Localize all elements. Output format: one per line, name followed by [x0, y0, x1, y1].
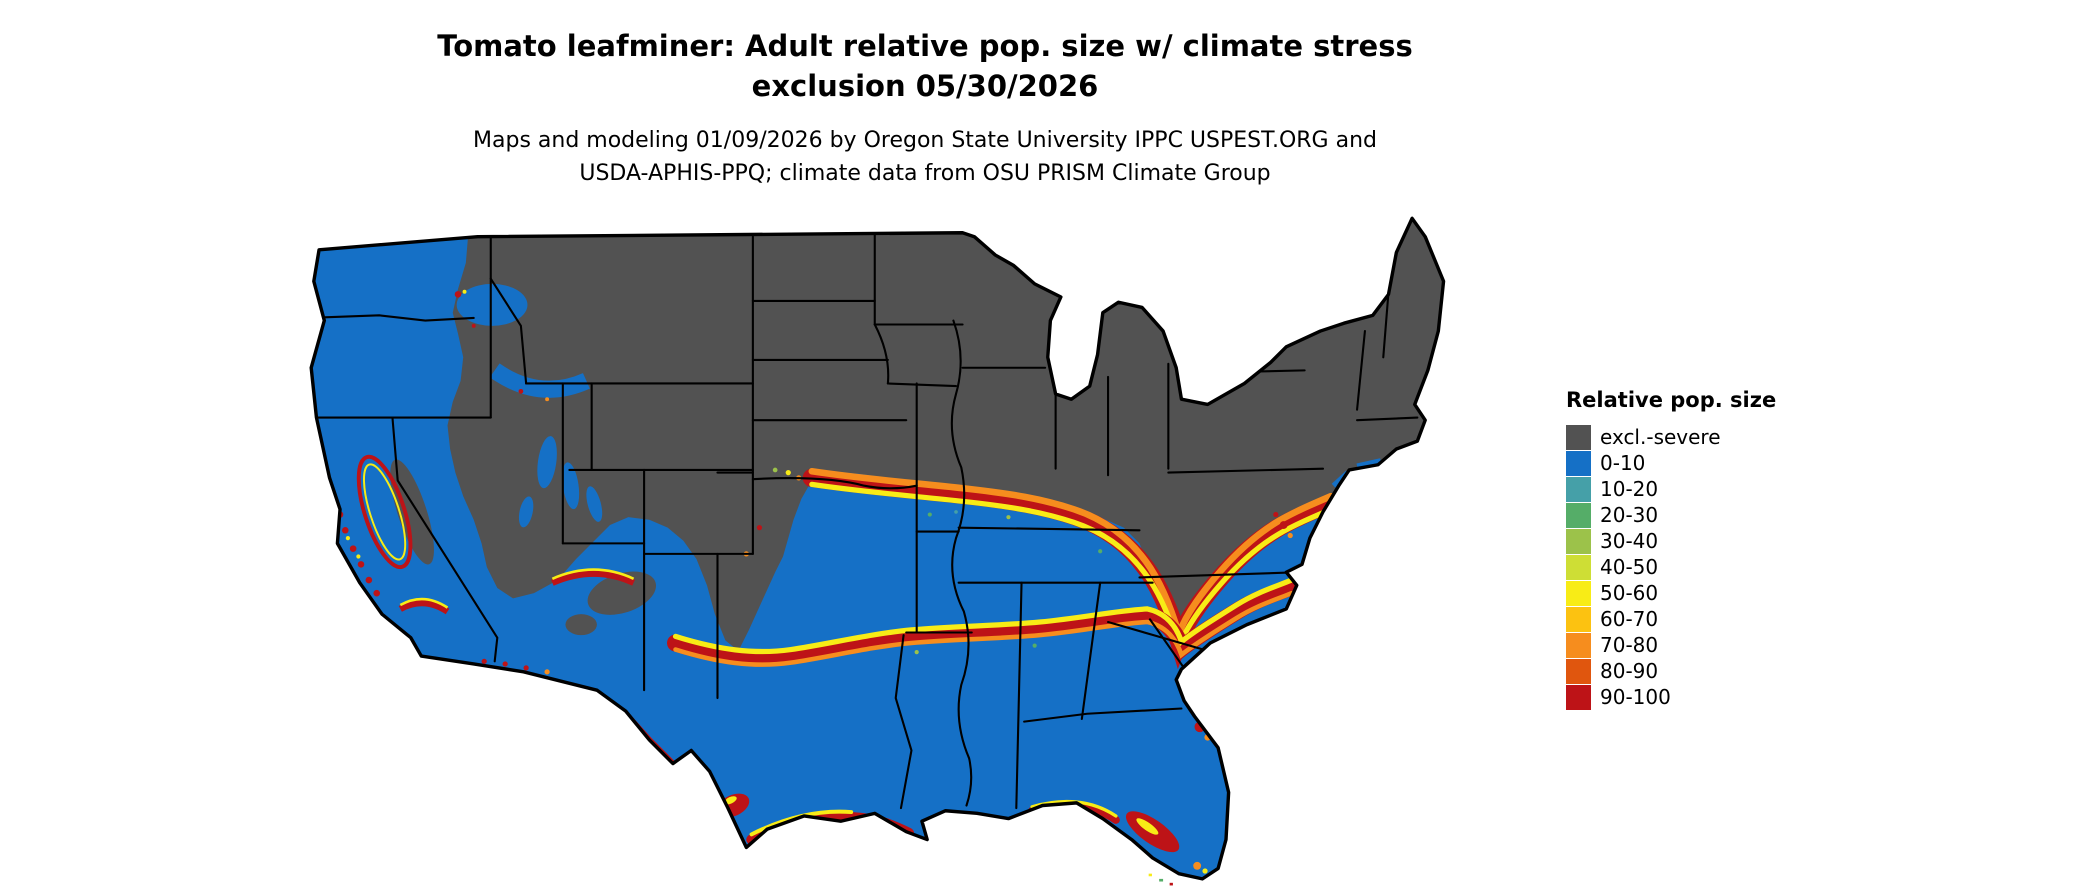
legend-item: 70-80 — [1566, 632, 1886, 658]
legend-item: 80-90 — [1566, 658, 1886, 684]
legend-item-label: 60-70 — [1600, 607, 1659, 631]
state-borders — [311, 233, 1419, 810]
legend-swatch — [1566, 554, 1591, 580]
legend-item-label: 40-50 — [1600, 555, 1659, 579]
legend-swatch — [1566, 502, 1591, 528]
raster-blue-li — [1356, 458, 1382, 469]
raster-blue-nv2 — [562, 462, 580, 510]
map-subtitle-line1: Maps and modeling 01/09/2026 by Oregon S… — [473, 128, 1377, 153]
legend-item-label: 10-20 — [1600, 477, 1659, 501]
legend-swatch — [1566, 632, 1591, 658]
legend: Relative pop. size excl.-severe 0-10 10-… — [1566, 388, 1886, 710]
legend-item-label: 90-100 — [1600, 685, 1671, 709]
raster-blue-nv4 — [518, 496, 534, 528]
raster-band-upper — [802, 468, 1341, 670]
legend-item: 40-50 — [1566, 554, 1886, 580]
us-map — [300, 200, 1460, 892]
header: Tomato leafminer: Adult relative pop. si… — [0, 26, 1850, 190]
raster-blue-nv1 — [537, 436, 557, 489]
legend-swatch — [1566, 606, 1591, 632]
raster-gray-az — [587, 571, 657, 615]
legend-swatch — [1566, 684, 1591, 710]
legend-item: 50-60 — [1566, 580, 1886, 606]
risk-raster — [311, 218, 1444, 879]
legend-item: 20-30 — [1566, 502, 1886, 528]
legend-swatch — [1566, 424, 1591, 450]
legend-item-label: excl.-severe — [1600, 425, 1721, 449]
raster-west-speckles — [336, 289, 802, 675]
legend-item-label: 70-80 — [1600, 633, 1659, 657]
map-title-line1: Tomato leafminer: Adult relative pop. si… — [437, 29, 1413, 63]
legend-item-label: 0-10 — [1600, 451, 1646, 475]
legend-item-label: 20-30 — [1600, 503, 1659, 527]
legend-item: 0-10 — [1566, 450, 1886, 476]
legend-swatch — [1566, 476, 1591, 502]
map-subtitle-line2: USDA-APHIS-PPQ; climate data from OSU PR… — [579, 161, 1271, 186]
florida-keys — [1148, 873, 1173, 886]
legend-item-label: 50-60 — [1600, 581, 1659, 605]
us-outline — [309, 216, 1446, 881]
legend-item: 60-70 — [1566, 606, 1886, 632]
legend-rows: excl.-severe 0-10 10-20 20-30 30-40 40-5… — [1566, 424, 1886, 710]
raster-blue-columbia — [456, 283, 528, 326]
legend-swatch — [1566, 528, 1591, 554]
map-subtitle: Maps and modeling 01/09/2026 by Oregon S… — [0, 124, 1850, 190]
legend-swatch — [1566, 658, 1591, 684]
legend-item: excl.-severe — [1566, 424, 1886, 450]
raster-band-southern — [667, 577, 1301, 667]
legend-swatch — [1566, 450, 1591, 476]
legend-item: 30-40 — [1566, 528, 1886, 554]
raster-gray-az2 — [565, 614, 597, 636]
legend-title: Relative pop. size — [1566, 388, 1777, 412]
map-title-line2: exclusion 05/30/2026 — [751, 69, 1099, 103]
legend-item: 10-20 — [1566, 476, 1886, 502]
legend-item-label: 80-90 — [1600, 659, 1659, 683]
us-map-svg — [309, 216, 1446, 886]
raster-blue-snake — [489, 363, 590, 398]
raster-blue-nv3 — [586, 486, 603, 522]
legend-item: 90-100 — [1566, 684, 1886, 710]
legend-swatch — [1566, 580, 1591, 606]
legend-item-label: 30-40 — [1600, 529, 1659, 553]
